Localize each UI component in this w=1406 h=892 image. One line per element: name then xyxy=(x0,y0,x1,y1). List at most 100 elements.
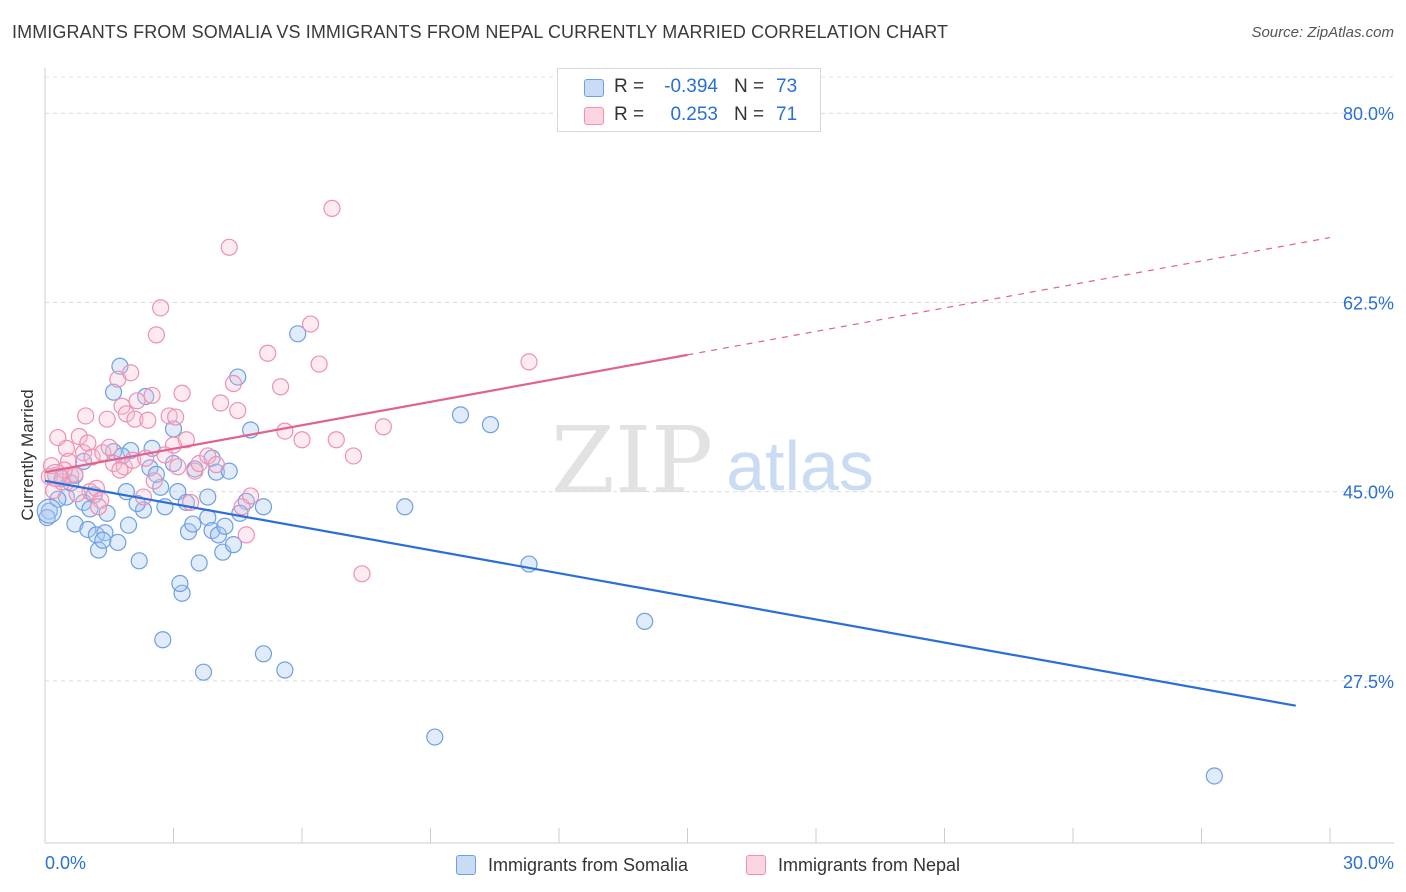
nepal-point xyxy=(77,407,95,425)
nepal-point xyxy=(98,410,116,428)
somalia-point xyxy=(119,516,138,534)
nepal-point xyxy=(117,405,135,423)
somalia-point xyxy=(396,498,414,516)
y-tick-label: 45.0% xyxy=(1343,483,1394,503)
r-value: 0.253 xyxy=(670,104,718,125)
nepal-point xyxy=(173,384,191,402)
somalia-point xyxy=(154,631,172,649)
somalia-point xyxy=(190,554,208,572)
n-value: 71 xyxy=(776,104,798,125)
legend: Immigrants from Somalia Immigrants from … xyxy=(0,852,1406,878)
watermark-atlas: atlas xyxy=(726,427,874,505)
somalia-point xyxy=(199,488,217,506)
nepal-point xyxy=(276,422,294,440)
nepal-point xyxy=(229,401,247,420)
nepal-point xyxy=(57,439,76,457)
somalia-point xyxy=(276,661,294,679)
chart-title: IMMIGRANTS FROM SOMALIA VS IMMIGRANTS FR… xyxy=(12,22,949,42)
r-value: -0.394 xyxy=(664,76,718,97)
somalia-point xyxy=(134,501,153,519)
somalia-point xyxy=(481,416,500,434)
nepal-swatch xyxy=(584,107,604,125)
somalia-point xyxy=(184,515,202,533)
nepal-point xyxy=(237,526,255,544)
nepal-point xyxy=(92,491,110,509)
nepal-point xyxy=(167,408,185,426)
stats-box: R = -0.394 N = 73 R = 0.253 N = 71 xyxy=(557,68,821,132)
stats-row-somalia: R = -0.394 N = 73 xyxy=(558,73,820,101)
stats-row-nepal: R = 0.253 N = 71 xyxy=(558,101,820,129)
nepal-point xyxy=(147,326,165,344)
source-credit: Source: ZipAtlas.com xyxy=(1251,24,1394,41)
somalia-point xyxy=(1205,767,1223,785)
nepal-point xyxy=(310,355,328,373)
somalia-point xyxy=(89,541,108,559)
nepal-point xyxy=(207,456,225,474)
x-tick-label: 30.0% xyxy=(1343,853,1394,873)
n-label: N = xyxy=(734,104,765,125)
nepal-point xyxy=(160,407,178,425)
nepal-point xyxy=(353,565,371,583)
nepal-point xyxy=(139,411,157,429)
somalia-trend-line xyxy=(44,479,1296,707)
nepal-point xyxy=(143,386,161,405)
nepal-point xyxy=(100,438,118,456)
somalia-point xyxy=(36,498,62,524)
nepal-point xyxy=(70,427,88,446)
nepal-legend-swatch xyxy=(746,855,766,875)
somalia-point xyxy=(147,465,165,483)
somalia-point xyxy=(224,536,243,554)
nepal-point xyxy=(89,498,108,516)
nepal-point xyxy=(301,315,320,333)
somalia-point xyxy=(254,498,273,516)
somalia-point xyxy=(66,515,84,533)
nepal-point xyxy=(242,487,260,505)
legend-label: Immigrants from Somalia xyxy=(488,855,689,875)
nepal-point xyxy=(126,410,144,428)
somalia-point xyxy=(40,502,58,520)
nepal-point xyxy=(293,431,311,449)
somalia-point xyxy=(451,406,470,424)
nepal-point xyxy=(122,364,140,382)
somalia-point xyxy=(426,728,444,746)
nepal-point xyxy=(259,344,277,362)
r-label: R = xyxy=(614,76,645,97)
legend-label: Immigrants from Nepal xyxy=(778,855,961,875)
r-label: R = xyxy=(614,104,645,125)
somalia-point xyxy=(94,531,112,549)
nepal-point xyxy=(374,418,392,436)
somalia-point xyxy=(171,574,189,593)
somalia-point xyxy=(109,533,127,552)
nepal-point xyxy=(520,353,538,371)
somalia-point xyxy=(128,494,146,513)
x-tick-label: 0.0% xyxy=(45,853,86,873)
somalia-point xyxy=(254,645,273,663)
nepal-point xyxy=(145,472,163,490)
somalia-point xyxy=(636,612,654,630)
nepal-point xyxy=(224,374,243,393)
somalia-point xyxy=(79,520,97,539)
nepal-point xyxy=(327,431,345,449)
somalia-point xyxy=(137,387,155,406)
somalia-point xyxy=(111,357,129,375)
nepal-point xyxy=(152,299,170,317)
nepal-point xyxy=(83,448,101,466)
nepal-point xyxy=(128,392,146,410)
nepal-point xyxy=(169,458,187,476)
y-tick-label: 80.0% xyxy=(1343,104,1394,124)
nepal-point xyxy=(323,199,341,217)
somalia-point xyxy=(104,383,123,401)
somalia-swatch xyxy=(584,79,604,97)
nepal-point xyxy=(212,394,230,412)
watermark-zip: ZIP xyxy=(551,407,713,514)
somalia-point xyxy=(152,478,170,496)
y-tick-label: 62.5% xyxy=(1343,293,1394,313)
somalia-point xyxy=(209,526,228,544)
nepal-point xyxy=(344,447,362,465)
n-value: 73 xyxy=(776,76,798,97)
n-label: N = xyxy=(734,76,765,97)
nepal-point xyxy=(111,461,129,479)
y-tick-label: 27.5% xyxy=(1343,672,1394,692)
nepal-trend-extension xyxy=(687,236,1331,356)
